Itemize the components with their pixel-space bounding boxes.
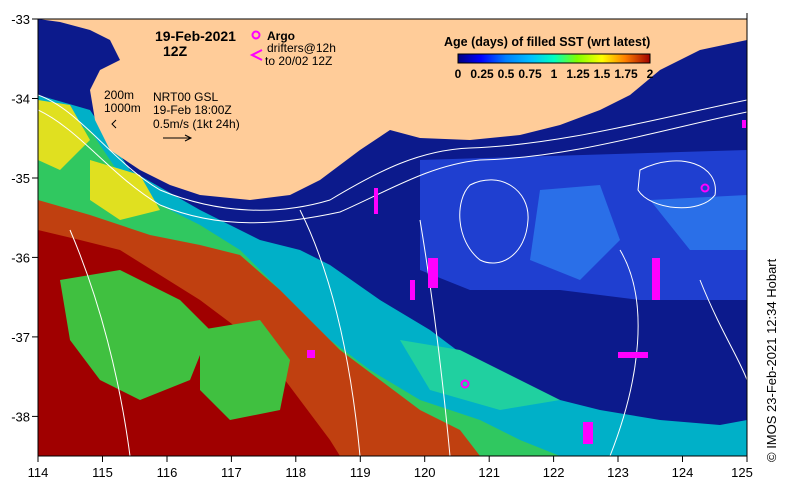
contour-200m-label: 200m — [104, 88, 134, 102]
contour-line-4 — [69, 229, 131, 456]
contour-eddy-west — [459, 179, 529, 264]
lon-ticks — [37, 456, 748, 462]
lat-tick-label: -35 — [11, 171, 30, 186]
sst-region-lightblue — [530, 185, 620, 280]
lat-tick-label: -33 — [11, 12, 30, 27]
sst-region-green-patch-2 — [200, 320, 290, 420]
contour-line-3 — [299, 209, 361, 456]
contour-line-2 — [609, 249, 639, 456]
product-label: NRT00 GSL — [153, 90, 218, 104]
lon-tick-label: 118 — [285, 465, 306, 480]
credit-label: © IMOS 23-Feb-2021 12:34 Hobart — [764, 258, 779, 462]
map-date: 19-Feb-2021 — [155, 28, 236, 44]
colorbar-title: Age (days) of filled SST (wrt latest) — [444, 35, 650, 49]
contour-line-1 — [419, 219, 451, 456]
colorbar-tick-label: 0.5 — [498, 67, 515, 81]
drifter-track — [618, 352, 648, 358]
lat-tick-label: -34 — [11, 92, 30, 107]
drifter-track — [652, 258, 660, 300]
contour-eddy-east — [637, 160, 716, 209]
colorbar-tick-label: 2 — [647, 67, 654, 81]
lon-tick-label: 117 — [221, 465, 242, 480]
lat-tick-label: -36 — [11, 250, 30, 265]
map-time: 12Z — [163, 43, 188, 59]
argo-float — [700, 183, 710, 193]
sst-region-lightblue-east — [650, 195, 747, 250]
drifter-track — [428, 258, 438, 288]
drifter-track — [307, 350, 315, 358]
colorbar-ticks: 0 0.25 0.5 0.75 1 1.25 1.5 1.75 2 — [455, 67, 654, 81]
lon-tick-label: 119 — [350, 465, 371, 480]
contour-1000m — [38, 109, 747, 224]
land-australia — [38, 19, 747, 200]
drifter-track — [374, 188, 378, 214]
sst-region-yellow-2 — [90, 160, 160, 220]
lon-tick-label: 116 — [157, 465, 178, 480]
velocity-scale-label: 0.5m/s (1kt 24h) — [153, 117, 240, 131]
colorbar — [457, 53, 651, 64]
lon-tick-label: 114 — [28, 465, 49, 480]
drifter-legend-icon — [249, 49, 263, 61]
product-time-label: 19-Feb 18:00Z — [153, 103, 232, 117]
colorbar-tick-label: 0.75 — [518, 67, 542, 81]
lon-tick-label: 124 — [672, 465, 694, 480]
colorbar-tick-label: 1.75 — [614, 67, 638, 81]
contour-200m — [38, 94, 747, 211]
lat-tick-label: -37 — [11, 330, 30, 345]
drifter-tracks — [307, 120, 746, 444]
drifter-track — [410, 280, 415, 300]
lon-tick-label: 120 — [414, 465, 436, 480]
colorbar-tick-label: 1 — [551, 67, 558, 81]
lon-tick-label: 115 — [92, 465, 113, 480]
lon-tick-label: 125 — [731, 465, 753, 480]
lon-tick-label: 123 — [607, 465, 629, 480]
contour-line-5 — [699, 279, 747, 381]
argo-float — [460, 379, 470, 389]
lon-tick-label: 122 — [543, 465, 565, 480]
lon-tick-label: 121 — [478, 465, 500, 480]
plot-frame — [37, 18, 748, 457]
contour-1000m-label: 1000m — [104, 101, 141, 115]
colorbar-tick-label: 1.25 — [566, 67, 590, 81]
colorbar-tick-label: 0 — [455, 67, 462, 81]
arrow-head-icon — [184, 134, 193, 142]
sst-region-green-patch — [60, 270, 210, 400]
drifter-track — [583, 422, 593, 444]
drifters-label-1: drifters@12h — [267, 41, 336, 55]
lat-tick-label: -38 — [11, 409, 30, 424]
argo-legend-icon — [251, 30, 261, 40]
drifters-label-2: to 20/02 12Z — [265, 54, 332, 68]
arrow-head-icon — [111, 119, 117, 129]
colorbar-tick-label: 1.5 — [594, 67, 611, 81]
argo-label: Argo — [267, 29, 295, 43]
lat-ticks — [32, 18, 38, 417]
drifter-track — [742, 120, 746, 128]
colorbar-tick-label: 0.25 — [470, 67, 494, 81]
